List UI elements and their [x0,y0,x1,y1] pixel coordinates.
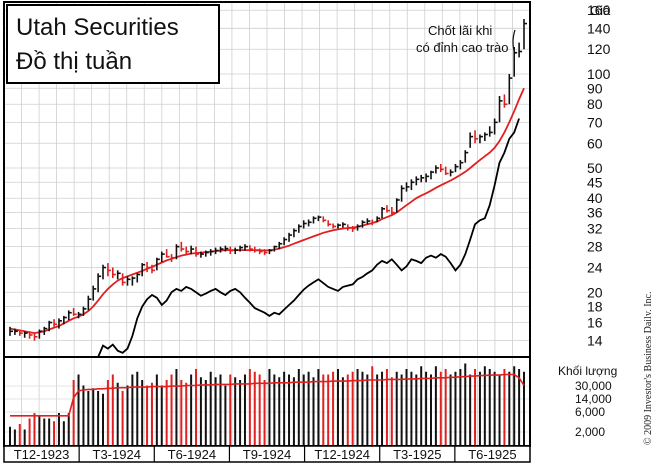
annotation-brace [512,29,516,55]
annotation-text: Chốt lãi khi [428,23,492,38]
price-tick-label: 100 [587,66,611,82]
x-axis-label: T6-1924 [168,447,216,462]
price-tick-label: 16 [587,315,603,331]
x-axis-label: T6-1925 [468,447,516,462]
price-tick-label: 40 [587,190,603,206]
x-axis-strip [3,445,531,463]
relative-strength-line [97,118,520,358]
volume-tick-label: 6,000 [575,405,605,419]
price-tick-label: 70 [587,114,603,130]
price-tick-label: 120 [587,41,611,57]
lines [9,87,525,358]
price-tick-label: 90 [587,80,603,96]
volume-axis-label: Khối lượng [558,364,617,378]
volume-tick-label: 14,000 [575,392,612,406]
x-axis-label: T9-1924 [243,447,291,462]
price-tick-label: 36 [587,205,603,221]
volume-bars [9,363,525,446]
x-axis-label: T12-1924 [314,447,370,462]
x-axis-label: T3-1925 [393,447,441,462]
price-tick-label: 160 [587,2,611,18]
price-tick-label: 80 [587,96,603,112]
price-tick-label: 14 [587,333,603,349]
price-tick-label: 140 [587,20,611,36]
price-bars [9,18,527,341]
volume-average-line [10,373,525,417]
title-box: Utah Securities Đồ thị tuần [6,4,220,84]
copyright-notice: © 2009 Investor's Business Daily, Inc. [643,291,651,445]
chart-subtitle: Đồ thị tuần [16,48,133,75]
price-tick-label: 60 [587,135,603,151]
price-tick-label: 50 [587,160,603,176]
price-tick-label: 20 [587,284,603,300]
x-axis-label: T12-1923 [14,447,70,462]
volume-tick-label: 2,000 [575,425,605,439]
annotation-text: có đỉnh cao trào [416,40,509,55]
price-tick-label: 45 [587,174,603,190]
x-axis-label: T3-1924 [93,447,141,462]
price-tick-label: 32 [587,221,603,237]
volume-tick-label: 30,000 [575,379,612,393]
moving-average-line [9,87,525,335]
price-tick-label: 28 [587,239,603,255]
price-axis-label: Giá [590,3,611,18]
chart-title: Utah Securities [16,14,179,41]
chart-frame [3,1,531,463]
price-tick-label: 24 [587,260,603,276]
price-tick-label: 18 [587,299,603,315]
